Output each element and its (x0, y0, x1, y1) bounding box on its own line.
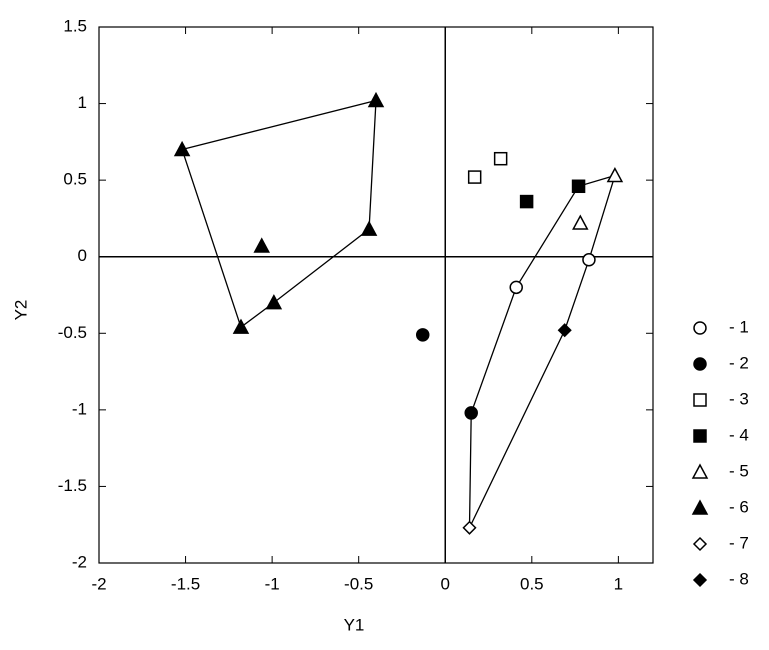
legend-marker (693, 429, 707, 443)
y-axis-label: Y2 (11, 300, 30, 321)
marker (572, 214, 589, 230)
marker (360, 220, 378, 236)
marker (265, 294, 283, 310)
marker (367, 91, 385, 108)
y-tick-label: -0.5 (58, 323, 87, 342)
x-tick-label: 0 (441, 574, 450, 593)
legend-marker (693, 393, 707, 407)
y-tick-label: -2 (72, 552, 87, 571)
legend-label: - 4 (729, 425, 749, 444)
plot-frame (98, 26, 654, 564)
x-tick-label: -1.5 (171, 574, 200, 593)
marker (493, 151, 508, 166)
legend-label: - 2 (729, 353, 749, 372)
legend-label: - 6 (729, 497, 749, 516)
y-tick-label: 1 (78, 93, 87, 112)
x-tick-label: 1 (614, 574, 623, 593)
x-axis-label: Y1 (344, 615, 365, 634)
legend-marker (691, 499, 709, 515)
marker (519, 194, 534, 209)
x-tick-label: 0.5 (520, 574, 544, 593)
x-tick-label: -1 (265, 574, 280, 593)
marker (606, 166, 624, 183)
y-tick-label: -1.5 (58, 476, 87, 495)
legend-marker (692, 572, 708, 588)
legend-label: - 1 (729, 317, 749, 336)
group-outline (468, 174, 616, 529)
legend-marker (692, 536, 708, 552)
legend-marker (693, 321, 707, 335)
y-tick-label: -1 (72, 399, 87, 418)
marker (467, 170, 482, 184)
marker (571, 179, 586, 194)
legend-label: - 5 (729, 461, 749, 480)
y-tick-label: 1.5 (63, 16, 87, 35)
legend-marker (693, 357, 707, 371)
marker (462, 520, 477, 535)
x-tick-label: -0.5 (344, 574, 373, 593)
group-outline (181, 99, 377, 329)
marker (415, 328, 430, 342)
marker (557, 323, 572, 338)
marker (464, 406, 478, 420)
y-tick-label: 0 (78, 246, 87, 265)
legend-marker (691, 463, 709, 479)
legend-label: - 8 (729, 569, 749, 588)
marker (173, 140, 191, 157)
marker (232, 318, 250, 334)
legend-label: - 3 (729, 389, 749, 408)
marker (509, 280, 523, 295)
marker (253, 237, 270, 253)
y-tick-label: 0.5 (63, 170, 87, 189)
x-tick-label: -2 (91, 574, 106, 593)
legend-label: - 7 (729, 533, 749, 552)
marker (582, 253, 596, 267)
